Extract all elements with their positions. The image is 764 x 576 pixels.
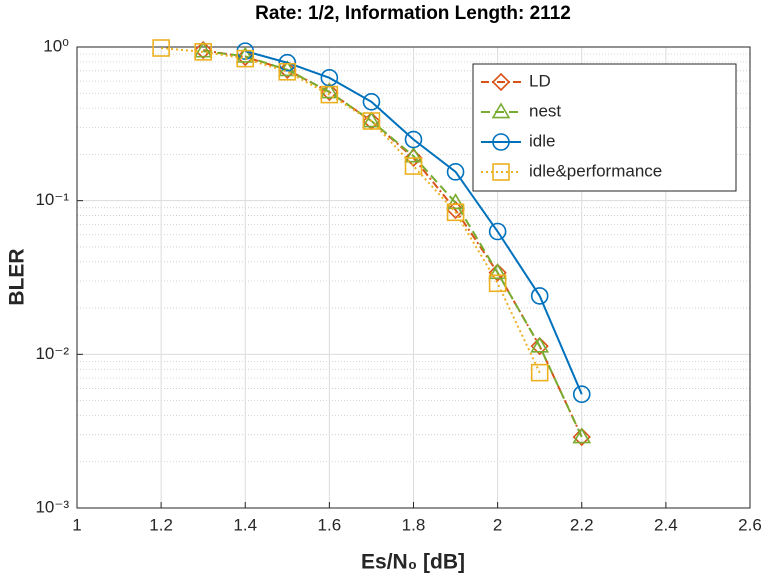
x-tick-label: 2.2	[570, 515, 594, 534]
series-line	[203, 50, 583, 438]
marker	[152, 39, 170, 57]
marker	[235, 46, 255, 63]
x-tick-label: 1	[72, 515, 81, 534]
marker	[320, 85, 339, 104]
x-tick-label: 2.6	[738, 515, 762, 534]
marker	[572, 427, 591, 447]
marker	[193, 41, 213, 58]
marker	[319, 82, 339, 99]
legend-label: LD	[529, 71, 551, 90]
marker	[194, 43, 212, 61]
marker	[362, 92, 381, 111]
marker	[278, 53, 297, 72]
series-line	[244, 50, 583, 395]
marker	[488, 222, 507, 241]
x-tick-label: 2	[493, 515, 502, 534]
marker	[446, 203, 465, 222]
marker	[530, 336, 550, 353]
series-line	[161, 47, 541, 374]
marker	[492, 133, 510, 151]
x-tick-label: 1.4	[233, 515, 257, 534]
marker	[488, 263, 507, 282]
y-tick-label: 10⁻¹	[35, 190, 69, 209]
chart-title: Rate: 1/2, Information Length: 2112	[255, 3, 571, 24]
x-tick-label: 1.2	[149, 515, 173, 534]
marker	[491, 102, 511, 119]
legend-box	[472, 63, 737, 192]
legend-label: nest	[529, 101, 561, 120]
x-tick-label: 1.8	[402, 515, 426, 534]
x-tick-label: 2.4	[654, 515, 678, 534]
y-tick-label: 10⁻³	[35, 497, 69, 516]
axes-box	[76, 46, 751, 509]
marker	[404, 146, 423, 163]
marker	[277, 60, 297, 77]
marker	[530, 363, 549, 382]
marker	[488, 274, 507, 293]
marker	[278, 62, 297, 81]
marker	[404, 157, 423, 175]
marker	[530, 287, 549, 305]
marker	[492, 163, 510, 181]
marker	[446, 200, 465, 220]
marker	[572, 427, 592, 444]
marker	[236, 47, 255, 67]
marker	[404, 130, 423, 149]
marker	[446, 163, 465, 181]
marker	[446, 193, 465, 210]
legend-label: idle&performance	[529, 161, 662, 180]
marker	[278, 60, 297, 79]
marker	[530, 337, 549, 356]
x-tick-label: 1.6	[318, 515, 342, 534]
y-tick-label: 10⁰	[43, 36, 69, 55]
marker	[362, 111, 381, 128]
marker	[362, 112, 381, 130]
legend-label: idle	[529, 131, 555, 150]
marker	[491, 72, 511, 92]
marker	[236, 49, 255, 68]
y-axis-label: BLER	[6, 248, 29, 305]
marker	[404, 148, 423, 167]
y-tick-label: 10⁻²	[35, 344, 69, 363]
marker	[194, 40, 213, 60]
marker	[488, 263, 508, 280]
x-axis-label: Es/N₀ [dB]	[361, 551, 465, 574]
legend: LD nest idle idle&performance	[472, 63, 737, 192]
marker	[572, 385, 591, 404]
